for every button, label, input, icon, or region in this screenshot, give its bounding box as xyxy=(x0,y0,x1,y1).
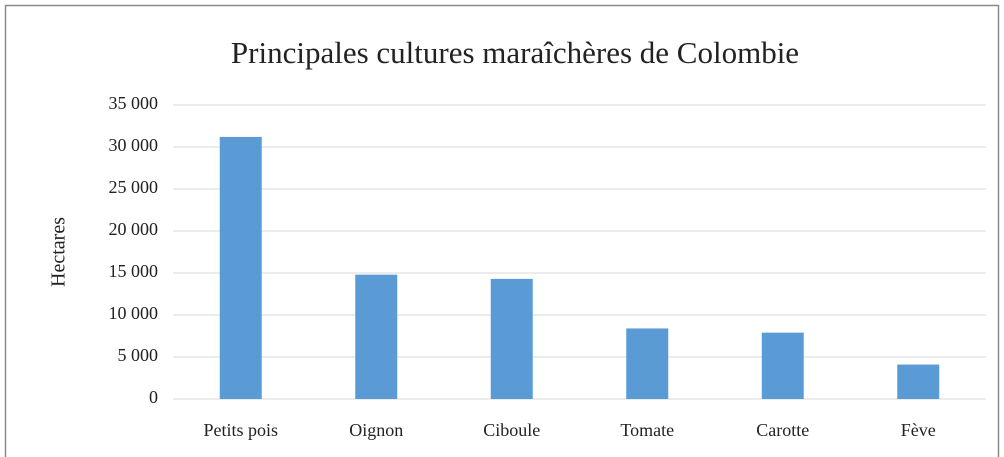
x-tick-label: Carotte xyxy=(756,420,809,440)
y-tick-label: 10 000 xyxy=(109,303,159,323)
y-tick-label: 30 000 xyxy=(109,135,159,155)
x-tick-label: Oignon xyxy=(349,420,403,440)
x-tick-label: Fève xyxy=(901,420,936,440)
bar xyxy=(355,274,398,399)
x-tick-label: Petits pois xyxy=(203,420,278,440)
bar xyxy=(761,332,804,399)
chart-title: Principales cultures maraîchères de Colo… xyxy=(231,35,799,70)
y-tick-label: 25 000 xyxy=(109,177,159,197)
y-axis-label: Hectares xyxy=(48,217,70,287)
bar xyxy=(219,136,262,400)
y-tick-label: 15 000 xyxy=(109,261,159,281)
y-tick-label: 5 000 xyxy=(118,345,159,365)
x-tick-label: Ciboule xyxy=(483,420,540,440)
y-tick-label: 0 xyxy=(149,387,158,407)
bar xyxy=(626,328,669,399)
y-tick-label: 35 000 xyxy=(109,93,159,113)
x-tick-label: Tomate xyxy=(620,420,674,440)
y-tick-label: 20 000 xyxy=(109,219,159,239)
bar xyxy=(490,278,533,399)
bar xyxy=(897,364,940,399)
